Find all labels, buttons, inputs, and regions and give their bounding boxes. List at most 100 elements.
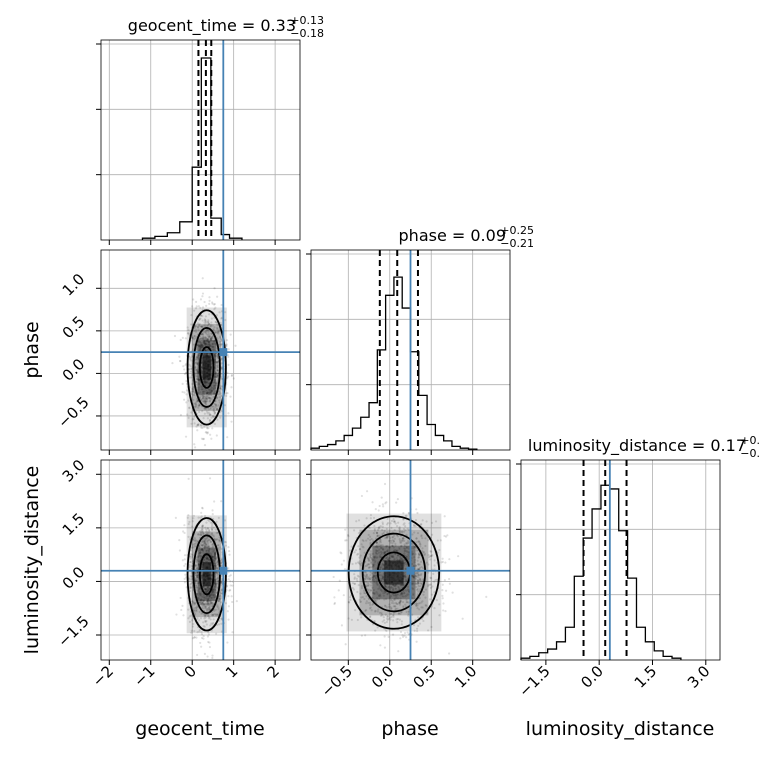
panel-geocent-time-vs-luminosity-distance-sample-point	[217, 599, 220, 603]
panel-phase-vs-luminosity-distance-sample-point	[356, 579, 359, 582]
panel-phase-vs-luminosity-distance-sample-point	[381, 528, 384, 532]
panel-phase-vs-luminosity-distance-sample-point	[393, 537, 396, 540]
panel-phase-vs-luminosity-distance-sample-point	[417, 573, 420, 576]
panel-phase-vs-luminosity-distance-sample-point	[433, 564, 436, 567]
panel-phase-vs-luminosity-distance-sample-point	[370, 560, 373, 563]
panel-phase-vs-luminosity-distance-sample-point	[392, 558, 396, 561]
panel-geocent-time-vs-luminosity-distance-sample-point	[215, 557, 218, 560]
panel-phase-vs-luminosity-distance-sample-point	[414, 564, 417, 567]
panel-geocent-time-vs-phase-sample-point	[214, 378, 217, 381]
panel-phase-vs-luminosity-distance-sample-point	[356, 574, 359, 577]
panel-phase-vs-luminosity-distance-sample-point	[370, 537, 373, 541]
panel-phase-vs-luminosity-distance-sample-point	[427, 539, 430, 542]
panel-geocent-time-vs-luminosity-distance-sample-point	[211, 656, 214, 660]
panel-geocent-time-vs-luminosity-distance-sample-point	[207, 547, 211, 551]
hist-luminosity-distance-title-main: luminosity_distance = 0.17	[528, 436, 746, 456]
panel-geocent-time-vs-luminosity-distance-sample-point	[184, 562, 187, 566]
panel-phase-vs-luminosity-distance-sample-point	[401, 592, 404, 596]
panel-geocent-time-vs-phase-sample-point	[211, 389, 214, 392]
panel-phase-vs-luminosity-distance-sample-point	[372, 592, 375, 595]
panel-geocent-time-vs-phase-sample-point	[214, 343, 217, 346]
panel-phase-vs-luminosity-distance-sample-point	[381, 532, 384, 536]
panel-phase-vs-luminosity-distance-sample-point	[407, 541, 410, 544]
panel-geocent-time-vs-luminosity-distance-sample-point	[211, 543, 214, 546]
panel-phase-vs-luminosity-distance-sample-point	[393, 584, 396, 588]
panel-phase-vs-luminosity-distance-sample-point	[388, 585, 391, 589]
panel-geocent-time-vs-luminosity-distance-sample-point	[211, 623, 214, 626]
panel-geocent-time-vs-phase-sample-point	[213, 412, 216, 415]
panel-phase-vs-luminosity-distance-sample-point	[411, 552, 415, 555]
panel-phase-vs-luminosity-distance-sample-point	[394, 584, 397, 587]
panel-geocent-time-vs-phase-sample-point	[210, 397, 213, 400]
panel-phase-vs-luminosity-distance-sample-point	[396, 593, 399, 596]
panel-phase-vs-luminosity-distance-sample-point	[434, 578, 437, 582]
panel-geocent-time-vs-phase-sample-point	[209, 413, 212, 416]
panel-geocent-time-vs-luminosity-distance-sample-point	[206, 635, 210, 638]
panel-geocent-time-vs-luminosity-distance-sample-point	[211, 521, 214, 524]
panel-geocent-time-vs-luminosity-distance-sample-point	[231, 631, 234, 634]
panel-phase-vs-luminosity-distance-sample-point	[382, 548, 385, 551]
panel-geocent-time-vs-phase-sample-point	[203, 342, 206, 345]
panel-geocent-time-vs-phase-sample-point	[196, 348, 199, 351]
panel-geocent-time-vs-luminosity-distance-sample-point	[190, 567, 194, 570]
panel-phase-vs-luminosity-distance-sample-point	[357, 575, 360, 578]
panel-geocent-time-vs-phase-sample-point	[205, 392, 209, 395]
panel-geocent-time-vs-luminosity-distance-sample-point	[195, 578, 198, 582]
panel-geocent-time-vs-phase-sample-point	[189, 323, 193, 326]
panel-geocent-time-vs-phase-sample-point	[220, 323, 223, 327]
panel-geocent-time-vs-phase-sample-point	[201, 452, 203, 454]
panel-phase-vs-luminosity-distance-sample-point	[413, 531, 416, 534]
panel-geocent-time-vs-luminosity-distance-sample-point	[206, 536, 210, 539]
panel-geocent-time-vs-luminosity-distance-sample-point	[194, 579, 197, 582]
panel-geocent-time-vs-phase-sample-point	[194, 366, 197, 369]
panel-geocent-time-vs-phase-sample-point	[201, 341, 204, 344]
panel-phase-vs-luminosity-distance-sample-point	[393, 598, 396, 601]
panel-geocent-time-vs-phase-sample-point	[208, 393, 211, 396]
panel-geocent-time-vs-luminosity-distance-sample-point	[201, 602, 205, 605]
panel-phase-vs-luminosity-distance-sample-point	[413, 629, 416, 632]
panel-phase-vs-luminosity-distance-sample-point	[407, 593, 410, 596]
panel-geocent-time-vs-luminosity-distance-sample-point	[206, 599, 210, 602]
panel-phase-vs-luminosity-distance-sample-point	[393, 521, 396, 524]
panel-phase-vs-luminosity-distance-sample-point	[396, 593, 399, 596]
panel-phase-vs-luminosity-distance-sample-point	[360, 634, 363, 637]
panel-geocent-time-vs-phase-sample-point	[202, 437, 205, 441]
panel-geocent-time-vs-luminosity-distance-sample-point	[207, 607, 210, 610]
panel-phase-vs-luminosity-distance-sample-point	[395, 597, 398, 600]
panel-geocent-time-vs-phase-sample-point	[200, 476, 202, 478]
panel-geocent-time-vs-luminosity-distance-sample-point	[210, 613, 213, 616]
panel-geocent-time-vs-luminosity-distance-sample-point	[195, 610, 198, 613]
panel-geocent-time-vs-phase-sample-point	[214, 358, 217, 361]
panel-phase-vs-luminosity-distance-sample-point	[407, 614, 410, 617]
panel-geocent-time-vs-phase-sample-point	[199, 346, 202, 350]
panel-geocent-time-vs-phase-sample-point	[197, 379, 201, 382]
panel-phase-vs-luminosity-distance-sample-point	[371, 596, 374, 600]
panel-geocent-time-vs-luminosity-distance-sample-point	[197, 555, 200, 558]
panel-geocent-time-vs-luminosity-distance-sample-point	[195, 560, 198, 564]
panel-geocent-time-vs-luminosity-distance-sample-point	[197, 581, 200, 585]
panel-geocent-time-vs-phase-sample-point	[213, 339, 216, 342]
panel-geocent-time-vs-luminosity-distance-sample-point	[196, 593, 199, 596]
panel-geocent-time-vs-phase-sample-point	[203, 353, 206, 356]
panel-phase-vs-luminosity-distance-sample-point	[372, 588, 375, 592]
panel-geocent-time-vs-phase-sample-point	[198, 383, 201, 387]
panel-geocent-time-vs-phase-sample-point	[208, 399, 212, 403]
panel-phase-vs-luminosity-distance-sample-point	[399, 555, 402, 558]
panel-phase-vs-luminosity-distance-sample-point	[375, 541, 379, 544]
panel-phase-vs-luminosity-distance-sample-point	[385, 527, 388, 531]
panel-phase-vs-luminosity-distance-sample-point	[411, 550, 414, 553]
panel-phase-vs-luminosity-distance-sample-point	[379, 555, 382, 558]
panel-geocent-time-vs-phase-sample-point	[212, 392, 216, 395]
panel-geocent-time-vs-luminosity-distance-sample-point	[212, 545, 215, 548]
panel-phase-vs-luminosity-distance-sample-point	[395, 525, 399, 528]
panel-geocent-time-vs-luminosity-distance-sample-point	[212, 593, 215, 596]
panel-phase-vs-luminosity-distance-sample-point	[425, 520, 428, 523]
panel-geocent-time-vs-luminosity-distance-sample-point	[210, 540, 213, 543]
panel-geocent-time-vs-phase-sample-point	[214, 386, 217, 390]
panel-geocent-time-vs-luminosity-distance-sample-point	[194, 542, 197, 545]
panel-geocent-time-vs-phase-sample-point	[186, 332, 190, 335]
panel-phase-vs-luminosity-distance-sample-point	[384, 557, 388, 560]
panel-geocent-time-vs-phase-sample-point	[193, 443, 196, 446]
panel-geocent-time-vs-luminosity-distance-sample-point	[200, 592, 203, 595]
panel-phase-vs-luminosity-distance-sample-point	[359, 600, 362, 604]
